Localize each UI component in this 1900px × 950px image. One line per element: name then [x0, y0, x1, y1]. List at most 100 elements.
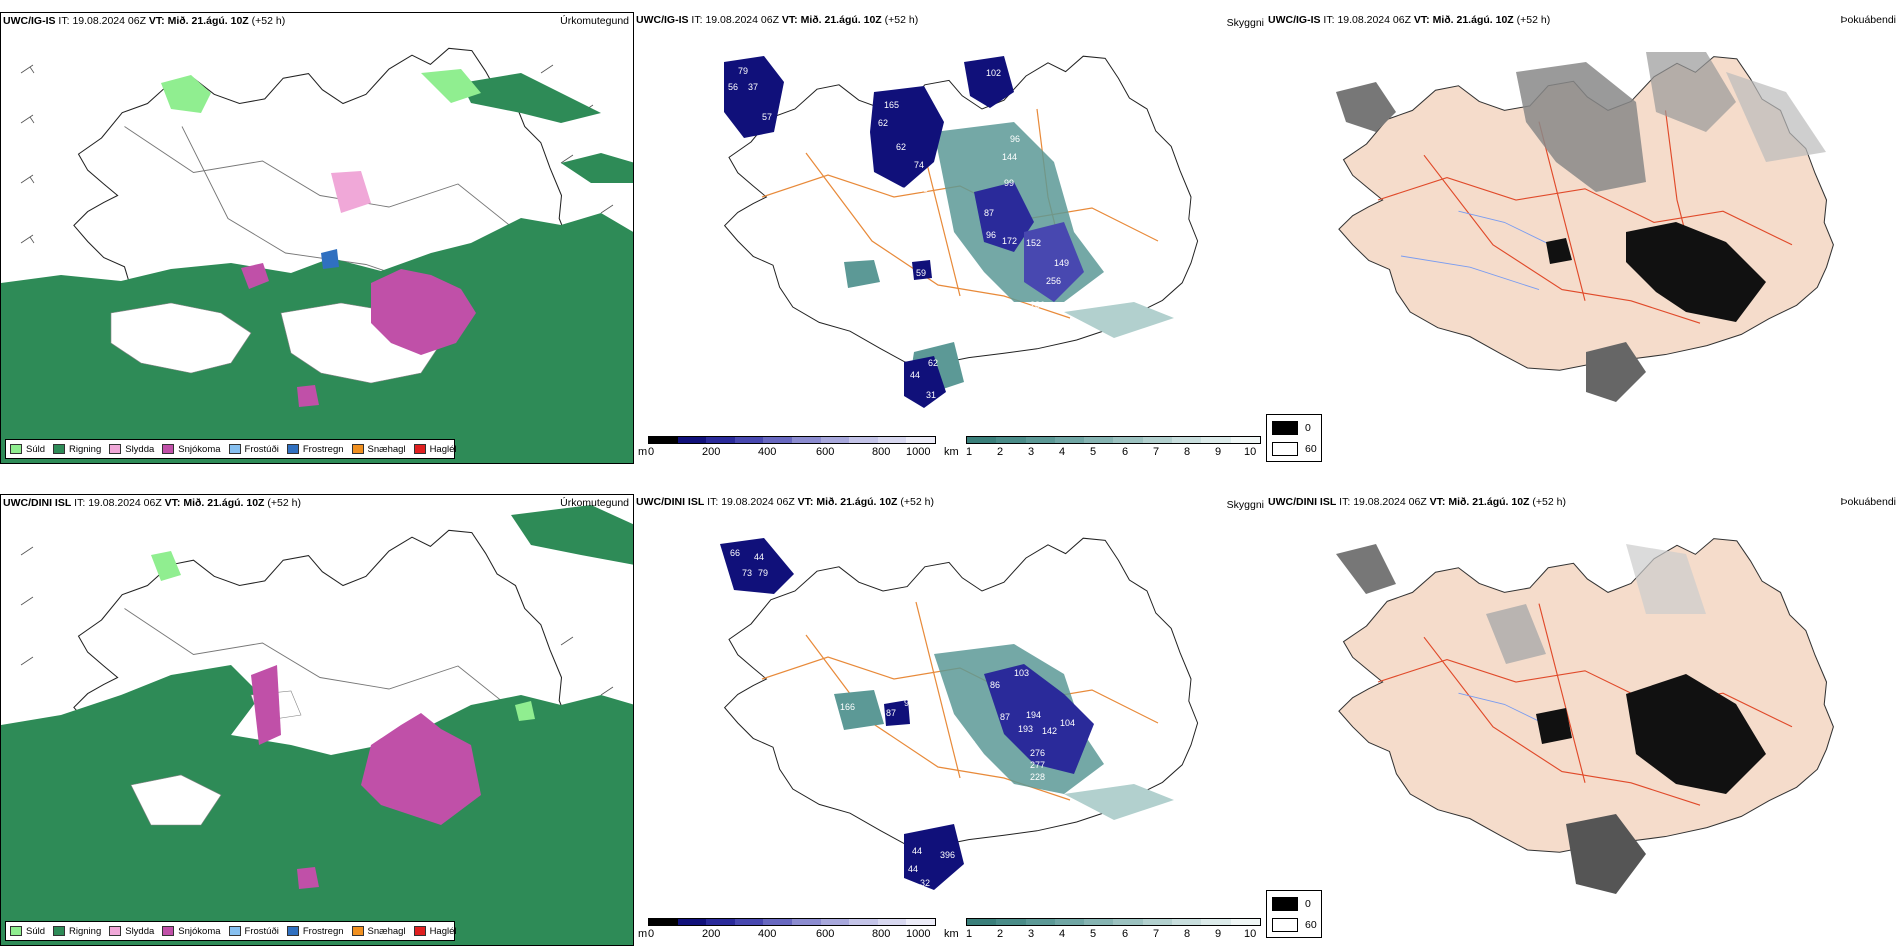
panel-title: Þokuábendi — [1840, 496, 1896, 508]
legend-item-snjokoma: Snjókoma — [162, 926, 221, 937]
panel-header: UWC/IG-IS IT: 19.08.2024 06Z VT: Mið. 21… — [636, 14, 919, 26]
fog-map-bottom — [1336, 538, 1834, 894]
cloud-base-label: 59 — [726, 126, 736, 136]
cloud-base-label: 86 — [990, 680, 1000, 690]
precip-type-panel-top: UWC/IG-IS IT: 19.08.2024 06Z VT: Mið. 21… — [0, 12, 634, 464]
legend-item-slydda: Slydda — [109, 444, 154, 455]
colorbar-unit: km — [944, 446, 959, 458]
cloud-base-label: 44 — [754, 552, 764, 562]
precip-type-panel-bottom: UWC/DINI ISL IT: 19.08.2024 06Z VT: Mið.… — [0, 494, 634, 946]
fog-panel-bottom: UWC/DINI ISL IT: 19.08.2024 06Z VT: Mið.… — [1266, 494, 1900, 946]
cloud-base-label: 144 — [1002, 152, 1017, 162]
panel-header: UWC/DINI ISL IT: 19.08.2024 06Z VT: Mið.… — [3, 497, 301, 509]
precip-type-map-top — [1, 47, 633, 463]
panel-header: UWC/DINI ISL IT: 19.08.2024 06Z VT: Mið.… — [636, 496, 934, 508]
cloud-base-label: 96 — [1010, 134, 1020, 144]
cloud-base-label: 59 — [916, 268, 926, 278]
cloud-base-label: 149 — [1054, 258, 1069, 268]
cloud-base-label: 165 — [884, 100, 899, 110]
precip-legend: Súld Rigning Slydda Snjókoma Frostúði Fr… — [5, 439, 457, 459]
cloud-base-labels: 66 44 73 79 102 166 87 95 86 103 87 194 … — [730, 548, 1075, 888]
fog-panel-top: UWC/IG-IS IT: 19.08.2024 06Z VT: Mið. 21… — [1266, 12, 1900, 464]
cloud-base-label: 44 — [912, 846, 922, 856]
cloud-base-label: 240 — [1044, 314, 1059, 324]
cloud-base-label: 104 — [1060, 718, 1075, 728]
panel-header: UWC/IG-IS IT: 19.08.2024 06Z VT: Mið. 21… — [3, 15, 286, 27]
precip-type-map-bottom — [1, 505, 633, 945]
visibility-panel-bottom: 66 44 73 79 102 166 87 95 86 103 87 194 … — [634, 494, 1266, 946]
cloud-base-label: 102 — [986, 68, 1001, 78]
cloud-base-label: 62 — [896, 142, 906, 152]
cloud-base-label: 152 — [1026, 238, 1041, 248]
cloud-base-label: 95 — [904, 698, 914, 708]
cloud-base-label: 74 — [914, 160, 924, 170]
visibility-map-bottom: 66 44 73 79 102 166 87 95 86 103 87 194 … — [720, 537, 1199, 890]
cloud-base-label: 102 — [984, 548, 999, 558]
legend-item-slydda: Slydda — [109, 926, 154, 937]
cloud-base-label: 87 — [984, 208, 994, 218]
cloud-base-label: 103 — [1014, 668, 1029, 678]
colorbar-unit: km — [944, 928, 959, 940]
cloud-base-label: 66 — [730, 548, 740, 558]
legend-item-frostudi: Frostúði — [228, 926, 279, 937]
legend-item-frostregn: Frostregn — [286, 926, 344, 937]
fog-legend: 0 60 — [1266, 890, 1322, 938]
cloud-base-label: 62 — [878, 118, 888, 128]
visibility-map-top: 79 56 37 57 59 165 62 62 74 80 85 63 91 … — [724, 55, 1199, 408]
cloud-base-labels: 79 56 37 57 59 165 62 62 74 80 85 63 91 … — [726, 66, 1069, 400]
fog-legend: 0 60 — [1266, 414, 1322, 462]
cloud-base-label: 56 — [728, 82, 738, 92]
cloud-base-label: 79 — [738, 66, 748, 76]
legend-item-frostregn: Frostregn — [286, 444, 344, 455]
cloud-base-label: 87 — [886, 708, 896, 718]
cloud-base-label: 286 — [1030, 300, 1045, 310]
cloud-base-label: 96 — [986, 230, 996, 240]
ceiling-colorbar: m 0 200 400 600 800 1000 — [638, 918, 938, 942]
cloud-base-label: 44 — [908, 864, 918, 874]
legend-item-snaehagl: Snæhagl — [351, 444, 406, 455]
cloud-base-label: 172 — [1002, 236, 1017, 246]
cloud-base-label: 193 — [1018, 724, 1033, 734]
panel-title: Úrkomutegund — [560, 497, 629, 509]
colorbar-unit: m — [638, 928, 648, 940]
cloud-base-label: 194 — [1026, 710, 1041, 720]
cloud-base-label: 37 — [748, 82, 758, 92]
cloud-base-label: 228 — [1030, 772, 1045, 782]
cloud-base-label: 73 — [742, 568, 752, 578]
cloud-base-label: 44 — [910, 370, 920, 380]
cloud-base-label: 277 — [1030, 760, 1045, 770]
legend-item-haglel: Haglél — [413, 926, 457, 937]
legend-item-snaehagl: Snæhagl — [351, 926, 406, 937]
fog-map-top — [1336, 52, 1834, 402]
cloud-base-label: 142 — [1042, 726, 1057, 736]
cloud-base-label: 31 — [926, 390, 936, 400]
legend-item-sudd: Súld — [10, 444, 45, 455]
panel-title: Úrkomutegund — [560, 15, 629, 27]
visibility-colorbar: km 1 2 3 4 5 6 7 8 9 10 — [944, 436, 1266, 460]
cloud-base-label: 166 — [840, 702, 855, 712]
cloud-base-label: 256 — [1046, 276, 1061, 286]
cloud-base-label: 85 — [918, 184, 928, 194]
colorbar-unit: m — [638, 446, 648, 458]
panel-title: Skyggni — [1226, 17, 1264, 29]
cloud-base-label: 396 — [940, 850, 955, 860]
cloud-base-label: 80 — [930, 164, 940, 174]
cloud-base-label: 99 — [1004, 178, 1014, 188]
cloud-base-label: 32 — [920, 878, 930, 888]
cloud-base-label: 87 — [1000, 712, 1010, 722]
cloud-base-label: 62 — [928, 358, 938, 368]
cloud-base-label: 84 — [966, 740, 976, 750]
precip-legend: Súld Rigning Slydda Snjókoma Frostúði Fr… — [5, 921, 457, 941]
panel-title: Þokuábendi — [1840, 14, 1896, 26]
legend-item-rigning: Rigning — [53, 444, 101, 455]
cloud-base-label: 276 — [1030, 748, 1045, 758]
cloud-base-label: 91 — [920, 214, 930, 224]
visibility-colorbar: km 1 2 3 4 5 6 7 8 9 10 — [944, 918, 1266, 942]
panel-header: UWC/DINI ISL IT: 19.08.2024 06Z VT: Mið.… — [1268, 496, 1566, 508]
cloud-base-label: 79 — [758, 568, 768, 578]
legend-item-frostudi: Frostúði — [228, 444, 279, 455]
legend-item-sudd: Súld — [10, 926, 45, 937]
visibility-panel-top: 79 56 37 57 59 165 62 62 74 80 85 63 91 … — [634, 12, 1266, 464]
cloud-base-label: 57 — [762, 112, 772, 122]
panel-header: UWC/IG-IS IT: 19.08.2024 06Z VT: Mið. 21… — [1268, 14, 1551, 26]
